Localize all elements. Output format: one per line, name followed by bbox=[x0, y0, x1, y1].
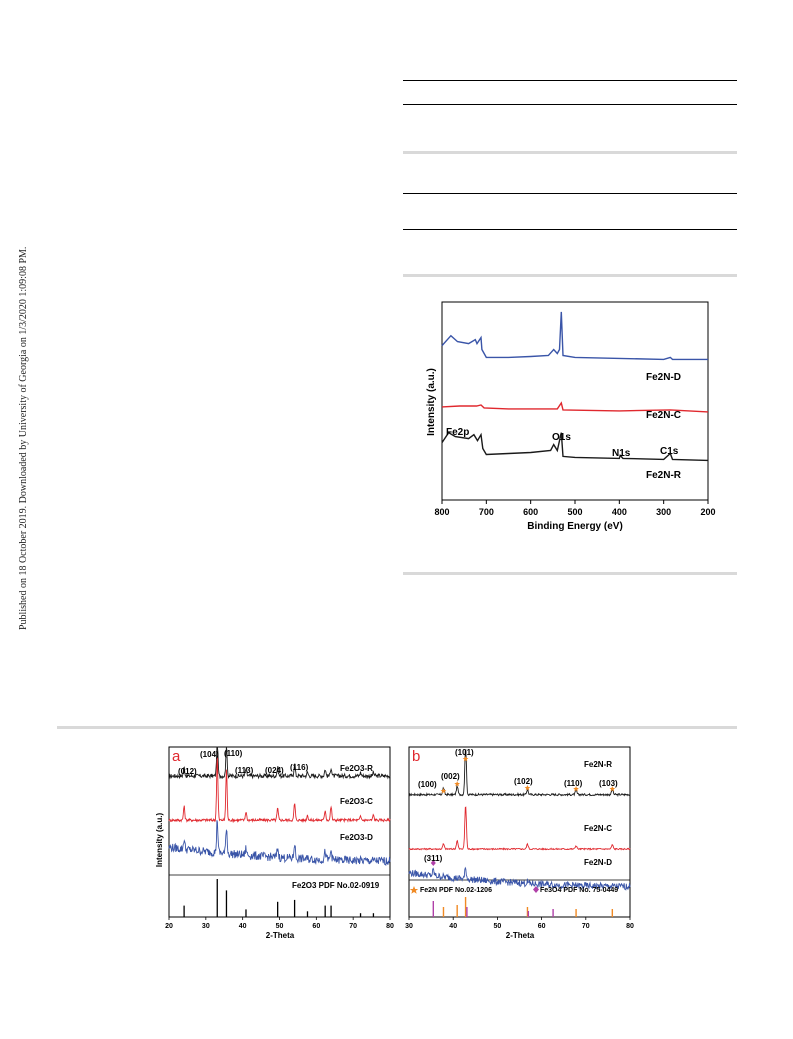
xrd-b-x-tick-label: 40 bbox=[449, 923, 457, 930]
xrd-panel-a: 20 30 40 50 60 70 80 a Intensity (a.u.) 2-Thet… bbox=[155, 746, 394, 940]
xrd-a-reference-sticks bbox=[183, 879, 375, 917]
xrd-b-peak-star bbox=[573, 786, 579, 792]
xrd-a-series-label-r: Fe2O3-R bbox=[340, 764, 373, 773]
xrd-b-hkl-002: (002) bbox=[441, 772, 460, 781]
xrd-b-peak-star bbox=[454, 781, 460, 787]
xps-label-fe2n-c: Fe2N-C bbox=[646, 410, 681, 421]
xrd-b-frame bbox=[408, 746, 631, 918]
table2-bottom-rule bbox=[403, 229, 737, 230]
xps-x-tick-label: 800 bbox=[434, 507, 449, 517]
xrd-a-x-tick-label: 20 bbox=[165, 923, 173, 930]
xrd-a-series-0 bbox=[168, 746, 391, 780]
xrd-a-hkl-104: (104) bbox=[200, 750, 219, 759]
xrd-a-ticks-group: 20 30 40 50 60 70 80 bbox=[165, 917, 394, 930]
xrd-b-series-label-r: Fe2N-R bbox=[584, 760, 612, 769]
xrd-b-series-2 bbox=[408, 866, 631, 891]
xrd-b-x-tick-label: 60 bbox=[538, 923, 546, 930]
xrd-b-hkl-110: (110) bbox=[564, 779, 583, 788]
xrd-b-peak-markers bbox=[430, 756, 616, 866]
xrd-b-ref-fe2n: Fe2N PDF No.02-1206 bbox=[420, 887, 492, 894]
xrd-b-x-tick-label: 50 bbox=[494, 923, 502, 930]
xrd-a-series-group bbox=[168, 746, 391, 867]
figure-divider-top bbox=[403, 274, 737, 277]
xrd-b-hkl-101: (101) bbox=[455, 748, 474, 757]
xrd-b-peak-star bbox=[462, 756, 469, 762]
xrd-a-hkl-024: (024) bbox=[265, 766, 284, 775]
table-header-rule bbox=[403, 104, 737, 105]
xrd-a-series-label-c: Fe2O3-C bbox=[340, 797, 373, 806]
xrd-a-x-tick-label: 60 bbox=[312, 923, 320, 930]
xrd-a-hkl-012: (012) bbox=[178, 767, 197, 776]
xps-series-fe2n-d bbox=[441, 311, 708, 361]
xps-x-tick-label: 500 bbox=[567, 507, 582, 517]
xrd-a-x-tick-label: 40 bbox=[239, 923, 247, 930]
xps-peak-fe2p: Fe2p bbox=[446, 427, 469, 438]
publication-note-text: Published on 18 October 2019. Downloaded… bbox=[18, 246, 29, 630]
xps-series-fe2n-c bbox=[441, 401, 709, 413]
xrd-b-ticks-group: 30 40 50 60 70 80 bbox=[405, 917, 634, 930]
xrd-b-x-tick-label: 80 bbox=[626, 923, 634, 930]
xrd-panel-b: 30 40 50 60 70 80 b Fe2N-R Fe2N-C Fe2N-D 2-Th… bbox=[405, 746, 634, 940]
xps-peak-c1s: C1s bbox=[660, 446, 679, 457]
xrd-a-series-2 bbox=[168, 820, 391, 867]
xps-x-tick-label: 300 bbox=[656, 507, 671, 517]
xrd-b-ref-fe3o4: Fe3O4 PDF No. 75-0449 bbox=[540, 887, 618, 894]
xrd-b-ref-fe2n-star bbox=[409, 886, 419, 894]
xrd-a-hkl-116: (116) bbox=[290, 763, 309, 772]
xps-peak-o1s: O1s bbox=[552, 432, 571, 443]
xps-ticks-group: 800 700 600 500 400 300 200 bbox=[434, 500, 716, 517]
xps-label-fe2n-d: Fe2N-D bbox=[646, 372, 681, 383]
xps-x-tick-label: 400 bbox=[612, 507, 627, 517]
xrd-a-hkl-113: (113) bbox=[235, 766, 254, 775]
xps-chart: 800 700 600 500 400 300 200 Intensity (a.u.) B… bbox=[426, 301, 716, 532]
xrd-b-x-tick-label: 70 bbox=[582, 923, 590, 930]
xps-peak-n1s: N1s bbox=[612, 448, 631, 459]
xrd-a-x-tick-label: 50 bbox=[276, 923, 284, 930]
xrd-b-x-axis-label: 2-Theta bbox=[506, 931, 535, 940]
xrd-b-hkl-100: (100) bbox=[418, 780, 437, 789]
table2-top-rule bbox=[403, 193, 737, 195]
xrd-b-hkl-102: (102) bbox=[514, 777, 533, 786]
xps-x-tick-label: 700 bbox=[479, 507, 494, 517]
publication-side-note: Published on 18 October 2019. Downloaded… bbox=[4, 210, 29, 630]
figure-divider-bottom bbox=[403, 572, 737, 575]
xrd-a-series-label-d: Fe2O3-D bbox=[340, 833, 373, 842]
xrd-b-peak-star bbox=[440, 788, 447, 794]
xrd-b-ref-fe3o4-diamond bbox=[533, 886, 539, 893]
xrd-a-x-tick-label: 80 bbox=[386, 923, 394, 930]
table-divider bbox=[403, 151, 737, 154]
xrd-a-reference-label: Fe2O3 PDF No.02-0919 bbox=[292, 881, 380, 890]
xrd-a-x-axis-label: 2-Theta bbox=[266, 931, 295, 940]
xrd-b-series-label-d: Fe2N-D bbox=[584, 858, 612, 867]
xrd-b-peak-star bbox=[524, 785, 531, 791]
xps-y-axis-label: Intensity (a.u.) bbox=[426, 368, 437, 436]
xrd-b-panel-letter: b bbox=[412, 748, 420, 765]
xrd-b-series-1 bbox=[408, 806, 631, 851]
xrd-b-hkl-103: (103) bbox=[599, 779, 618, 788]
xrd-b-peak-star bbox=[609, 786, 616, 792]
xrd-a-series-1 bbox=[168, 756, 391, 824]
section-divider bbox=[57, 726, 737, 729]
xps-x-tick-label: 200 bbox=[700, 507, 715, 517]
table-top-rule bbox=[403, 80, 737, 82]
xrd-a-x-tick-label: 30 bbox=[202, 923, 210, 930]
xrd-a-y-axis-label: Intensity (a.u.) bbox=[155, 813, 164, 868]
xps-series-group bbox=[441, 311, 709, 462]
xrd-a-x-tick-label: 70 bbox=[349, 923, 357, 930]
xrd-a-panel-letter: a bbox=[172, 748, 181, 765]
xps-x-axis-label: Binding Energy (eV) bbox=[527, 521, 623, 532]
xps-x-tick-label: 600 bbox=[523, 507, 538, 517]
xrd-b-series-label-c: Fe2N-C bbox=[584, 824, 612, 833]
xrd-b-hkl-311: (311) bbox=[424, 854, 443, 863]
xrd-b-peak-diamond bbox=[430, 860, 436, 866]
xps-label-fe2n-r: Fe2N-R bbox=[646, 470, 682, 481]
xrd-a-hkl-110: (110) bbox=[224, 749, 243, 758]
xrd-b-series-0 bbox=[408, 749, 631, 798]
xrd-b-series-group bbox=[408, 749, 631, 891]
xrd-b-reference-sticks bbox=[432, 897, 614, 917]
xrd-b-x-tick-label: 30 bbox=[405, 923, 413, 930]
xps-series-fe2n-r bbox=[441, 431, 709, 462]
